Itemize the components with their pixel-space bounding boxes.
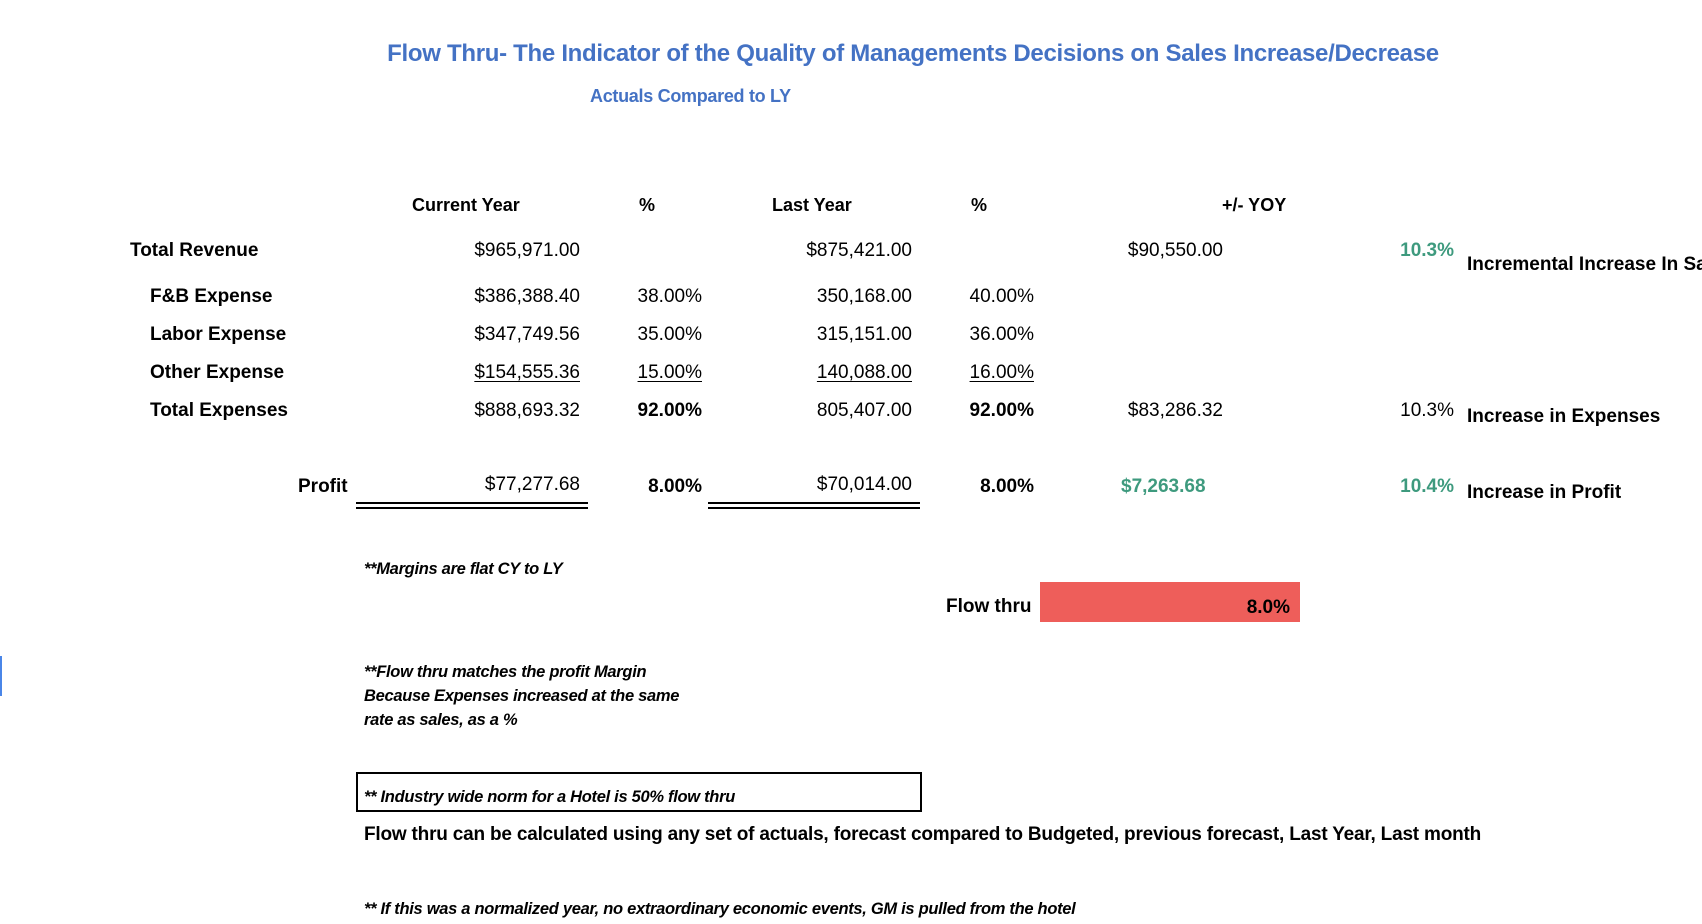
ly-pct[interactable]: 92.00% xyxy=(969,400,1034,421)
note-industry-norm: ** Industry wide norm for a Hotel is 50%… xyxy=(364,788,735,806)
flow-thru-label: Flow thru xyxy=(946,596,1032,617)
ly-value[interactable]: 140,088.00 xyxy=(816,362,912,383)
note-matches-line1: **Flow thru matches the profit Margin xyxy=(364,663,647,681)
row-note: Increase in Profit xyxy=(1467,482,1622,503)
double-underline xyxy=(356,502,588,509)
ly-pct[interactable]: 8.00% xyxy=(980,476,1034,497)
row-label: Total Expenses xyxy=(150,400,288,421)
row-label: Total Revenue xyxy=(130,240,259,261)
cy-value[interactable]: $77,277.68 xyxy=(484,474,580,495)
cy-pct[interactable]: 38.00% xyxy=(637,286,702,307)
ly-value[interactable]: 315,151.00 xyxy=(816,324,912,345)
header-cy-pct: % xyxy=(639,195,656,215)
ly-pct[interactable]: 40.00% xyxy=(969,286,1034,307)
header-last-year: Last Year xyxy=(772,195,852,215)
industry-norm-box[interactable]: ** Industry wide norm for a Hotel is 50%… xyxy=(356,772,922,812)
double-underline xyxy=(708,502,920,509)
ly-value[interactable]: $875,421.00 xyxy=(806,240,912,261)
yoy-pct[interactable]: 10.3% xyxy=(1400,240,1454,261)
cell-cursor-indicator xyxy=(0,656,2,696)
yoy-pct[interactable]: 10.4% xyxy=(1400,476,1454,497)
cy-value[interactable]: $965,971.00 xyxy=(474,240,580,261)
row-label: Labor Expense xyxy=(150,324,287,345)
cy-value[interactable]: $347,749.56 xyxy=(474,324,580,345)
header-current-year: Current Year xyxy=(412,195,520,215)
ly-value[interactable]: $70,014.00 xyxy=(816,474,912,495)
ly-pct[interactable]: 36.00% xyxy=(969,324,1034,345)
yoy-value[interactable]: $7,263.68 xyxy=(1121,476,1206,497)
note-calculation: Flow thru can be calculated using any se… xyxy=(364,824,1482,845)
yoy-value[interactable]: $90,550.00 xyxy=(1127,240,1223,261)
cy-value[interactable]: $154,555.36 xyxy=(474,362,580,383)
note-margins: **Margins are flat CY to LY xyxy=(364,560,563,578)
yoy-pct[interactable]: 10.3% xyxy=(1400,400,1454,421)
cy-pct[interactable]: 8.00% xyxy=(648,476,702,497)
flow-thru-cell[interactable]: 8.0% xyxy=(1040,582,1300,622)
header-ly-pct: % xyxy=(971,195,988,215)
note-matches-line3: rate as sales, as a % xyxy=(364,711,518,729)
ly-value[interactable]: 805,407.00 xyxy=(816,400,912,421)
row-label: F&B Expense xyxy=(150,286,273,307)
cy-value[interactable]: $888,693.32 xyxy=(474,400,580,421)
cy-pct[interactable]: 15.00% xyxy=(637,362,702,383)
header-yoy: +/- YOY xyxy=(1222,195,1287,215)
row-note: Increase in Expenses xyxy=(1467,406,1661,427)
flow-thru-value: 8.0% xyxy=(1246,597,1290,618)
row-label: Other Expense xyxy=(150,362,285,383)
ly-value[interactable]: 350,168.00 xyxy=(816,286,912,307)
row-label: Profit xyxy=(298,476,348,497)
row-note: Incremental Increase In Sales xyxy=(1467,254,1702,275)
cy-pct[interactable]: 35.00% xyxy=(637,324,702,345)
cy-value[interactable]: $386,388.40 xyxy=(474,286,580,307)
cy-pct[interactable]: 92.00% xyxy=(637,400,702,421)
note-matches-line2: Because Expenses increased at the same xyxy=(364,687,680,705)
note-normalized: ** If this was a normalized year, no ext… xyxy=(364,900,1076,918)
ly-pct[interactable]: 16.00% xyxy=(969,362,1034,383)
page-title: Flow Thru- The Indicator of the Quality … xyxy=(387,40,1439,67)
yoy-value[interactable]: $83,286.32 xyxy=(1127,400,1223,421)
page-subtitle: Actuals Compared to LY xyxy=(590,86,791,106)
